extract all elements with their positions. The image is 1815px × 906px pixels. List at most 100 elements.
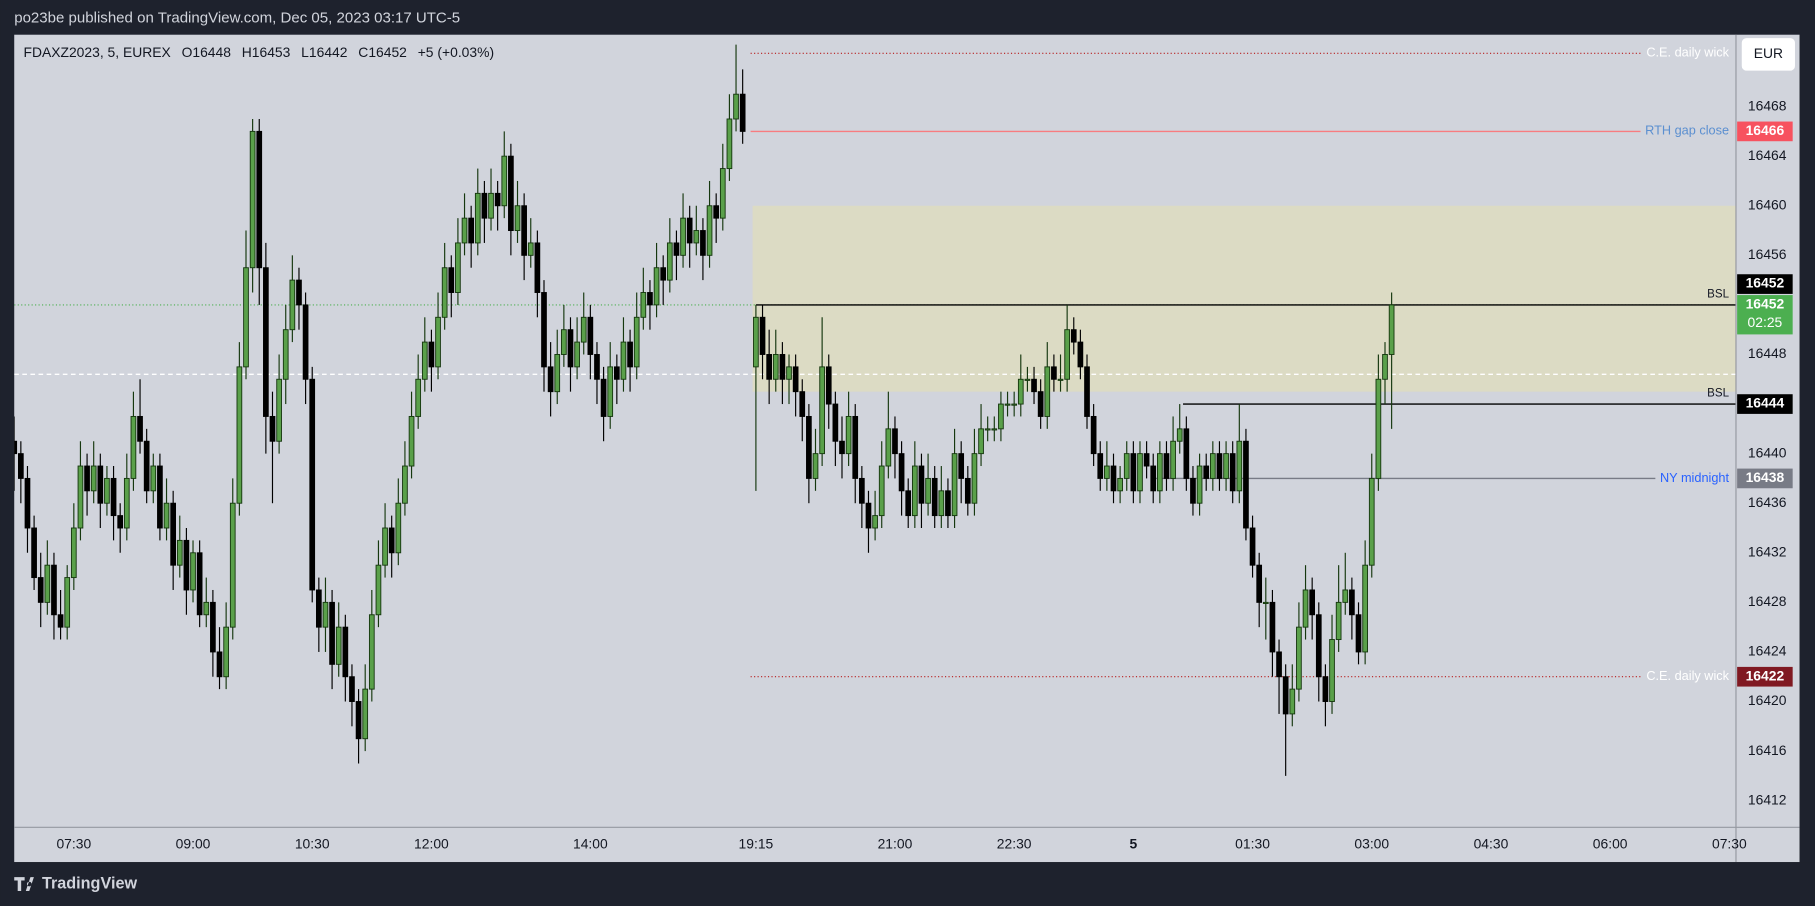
y-tick-label: 16420 bbox=[1748, 692, 1787, 708]
candle-body bbox=[196, 552, 203, 616]
plot: C.E. daily wick RTH gap close BSL BSL NY mid… bbox=[14, 44, 1736, 776]
candle-body bbox=[1057, 378, 1064, 381]
candle-body bbox=[1123, 453, 1130, 479]
candle-body bbox=[812, 453, 819, 479]
zone bbox=[752, 205, 1736, 392]
currency-button[interactable]: EUR bbox=[1741, 38, 1795, 71]
candle-body bbox=[733, 93, 739, 120]
candle-body bbox=[382, 527, 388, 566]
candle-body bbox=[633, 316, 640, 368]
candle-body bbox=[309, 378, 316, 591]
candle-body bbox=[14, 440, 18, 455]
candle-body bbox=[256, 130, 263, 269]
candle-body bbox=[1296, 626, 1302, 690]
candle-body bbox=[441, 267, 448, 318]
candle-body bbox=[541, 292, 547, 368]
candle-body bbox=[90, 465, 97, 492]
candle-body bbox=[931, 477, 938, 517]
candle-body bbox=[700, 230, 706, 256]
candle-body bbox=[282, 329, 289, 380]
candle-body bbox=[693, 230, 700, 244]
candle-body bbox=[1249, 527, 1256, 566]
candle-body bbox=[44, 564, 51, 603]
candle-body bbox=[1024, 378, 1031, 381]
x-tick-label: 5 bbox=[1130, 835, 1138, 851]
candle-body bbox=[289, 279, 296, 331]
level-price-tag: 16438 bbox=[1746, 469, 1785, 485]
candle-body bbox=[627, 341, 633, 368]
close-label: C16452 bbox=[358, 44, 407, 60]
candle-body bbox=[1170, 440, 1176, 479]
candle-body bbox=[613, 366, 620, 380]
candle-body bbox=[1315, 614, 1322, 678]
candle-body bbox=[1243, 440, 1249, 529]
candle-body bbox=[474, 192, 481, 244]
candle-body bbox=[1349, 589, 1355, 616]
candle-body bbox=[335, 626, 342, 665]
level-label: RTH gap close bbox=[1645, 123, 1729, 138]
x-tick-label: 21:00 bbox=[878, 835, 913, 851]
candle-body bbox=[991, 428, 998, 431]
x-tick-label: 10:30 bbox=[295, 835, 330, 851]
y-tick-label: 16412 bbox=[1748, 791, 1787, 807]
candle-body bbox=[925, 477, 931, 504]
level-price-tag: 16466 bbox=[1746, 122, 1785, 138]
candle-body bbox=[508, 155, 514, 232]
candle-body bbox=[1070, 329, 1077, 343]
candle-body bbox=[554, 354, 561, 393]
candle-body bbox=[845, 415, 852, 455]
candle-body bbox=[620, 341, 627, 380]
candle-body bbox=[772, 354, 779, 380]
axes: 16412 16416 16420 16424 16428 16432 16436 16440… bbox=[56, 34, 1815, 863]
low-label: L16442 bbox=[301, 44, 348, 60]
candle-body bbox=[640, 292, 647, 318]
candle-body bbox=[1322, 676, 1329, 702]
candle-body bbox=[368, 614, 375, 690]
candle-body bbox=[839, 440, 845, 455]
brand-logo[interactable] bbox=[14, 877, 34, 891]
candle-body bbox=[713, 205, 720, 219]
candle-body bbox=[527, 242, 534, 256]
candle-body bbox=[37, 577, 44, 603]
candle-body bbox=[938, 490, 945, 517]
candle-body bbox=[315, 589, 322, 628]
candle-body bbox=[1223, 453, 1229, 479]
candle-body bbox=[825, 366, 832, 405]
candle-body bbox=[170, 502, 177, 566]
candle-body bbox=[865, 502, 872, 529]
candle-body bbox=[1183, 428, 1190, 479]
brand-name[interactable]: TradingView bbox=[42, 874, 137, 892]
candle-body bbox=[859, 477, 865, 504]
candle-body bbox=[892, 428, 898, 455]
candle-body bbox=[117, 515, 124, 529]
y-tick-label: 16460 bbox=[1748, 196, 1787, 212]
open-label: O16448 bbox=[182, 44, 232, 60]
candle-body bbox=[660, 267, 667, 281]
currency-label[interactable]: EUR bbox=[1754, 45, 1783, 61]
x-tick-label: 09:00 bbox=[176, 835, 211, 851]
candle-body bbox=[1282, 676, 1289, 715]
y-tick-label: 16424 bbox=[1748, 643, 1787, 659]
brand[interactable]: TradingView bbox=[14, 874, 137, 892]
candle-body bbox=[249, 130, 256, 269]
candle-body bbox=[415, 378, 422, 417]
candle-body bbox=[978, 428, 984, 455]
candle-body bbox=[647, 292, 653, 306]
candle-body bbox=[435, 316, 441, 368]
candle-body bbox=[322, 601, 329, 628]
candle-body bbox=[958, 453, 965, 479]
candle-body bbox=[1044, 366, 1051, 417]
candle-body bbox=[183, 539, 190, 591]
candle-body bbox=[362, 688, 369, 740]
candle-body bbox=[190, 552, 196, 591]
candle-body bbox=[329, 601, 335, 665]
candle-body bbox=[455, 242, 461, 293]
candle-body bbox=[898, 453, 905, 492]
candle-body bbox=[719, 168, 726, 219]
currency-button-bg[interactable] bbox=[1741, 38, 1795, 71]
candle-body bbox=[494, 192, 501, 207]
candle-body bbox=[1104, 465, 1110, 479]
candle-body bbox=[163, 502, 170, 529]
candle-body bbox=[461, 217, 468, 244]
candle-body bbox=[302, 304, 309, 380]
